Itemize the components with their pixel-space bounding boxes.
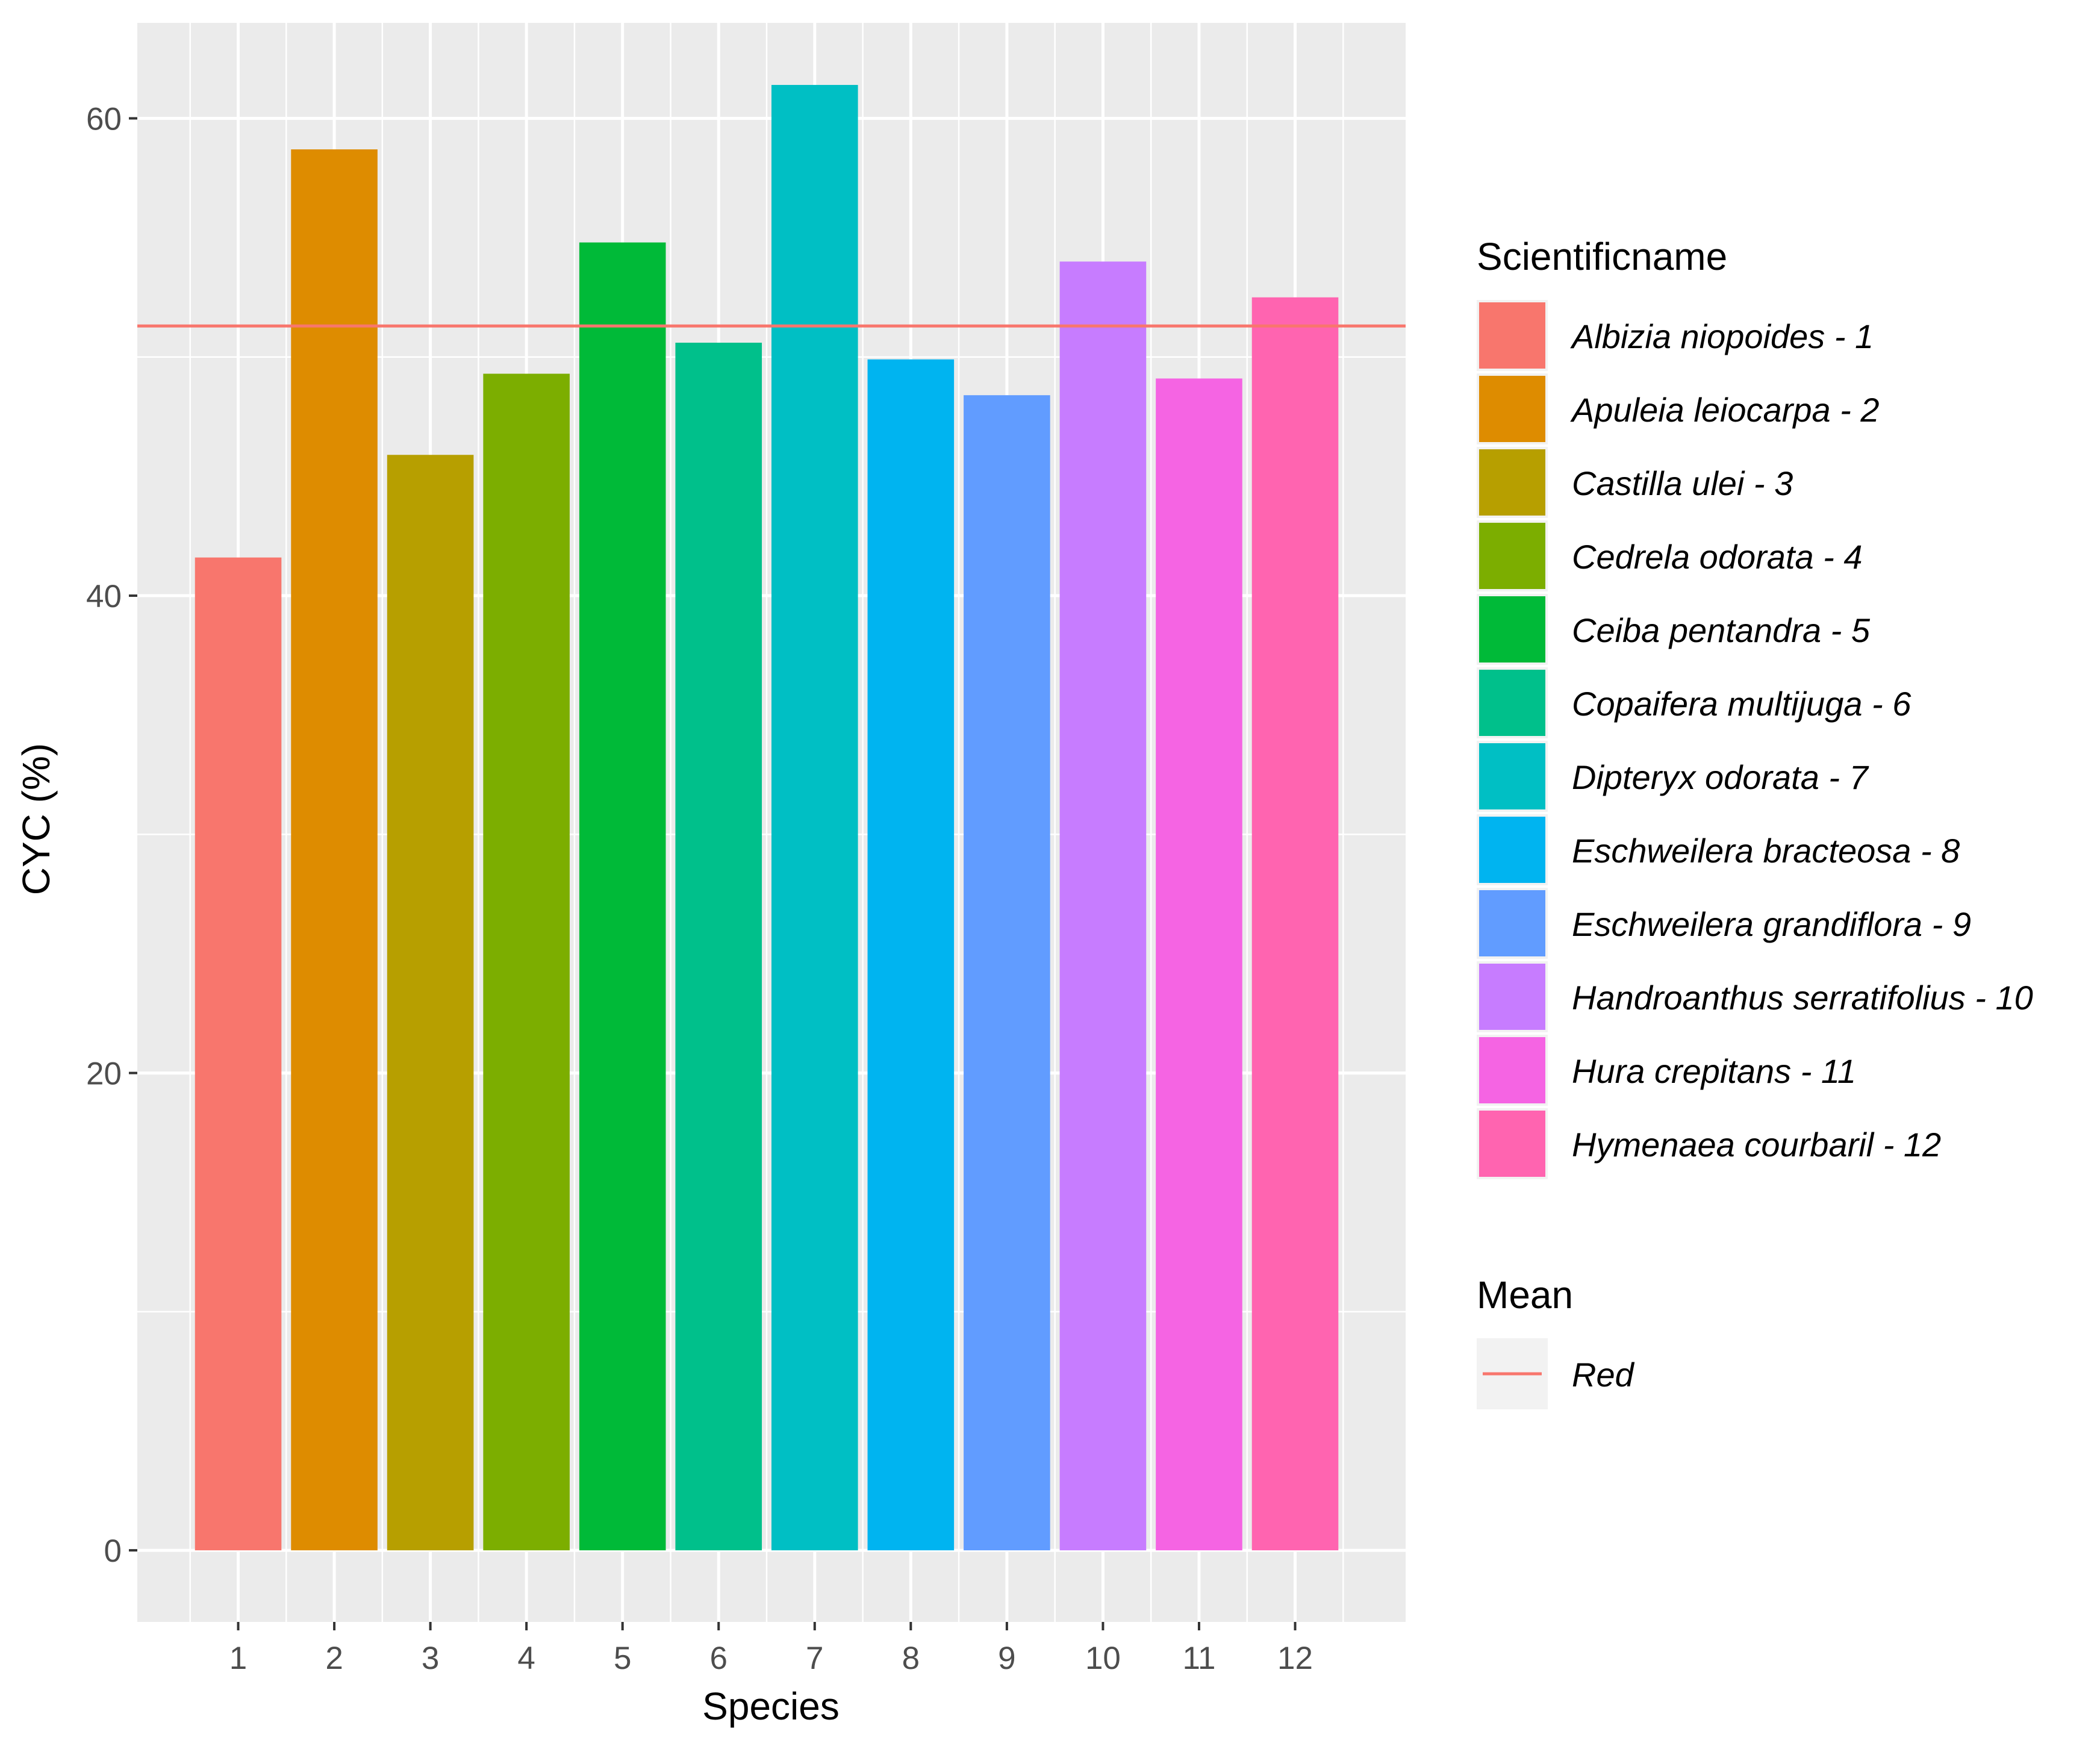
legend-swatch <box>1479 964 1545 1030</box>
legend-swatch <box>1479 302 1545 369</box>
legend-label: Eschweilera bracteosa - 8 <box>1572 832 1960 870</box>
legend-line-title: Mean <box>1477 1273 1573 1317</box>
x-tick-label: 10 <box>1085 1641 1121 1676</box>
x-tick-label: 1 <box>229 1641 247 1676</box>
legend-line-label: Red <box>1572 1356 1635 1394</box>
legend-label: Hura crepitans - 11 <box>1572 1052 1856 1090</box>
x-tick-label: 12 <box>1277 1641 1313 1676</box>
legend-label: Apuleia leiocarpa - 2 <box>1570 391 1880 429</box>
x-tick-label: 11 <box>1182 1641 1215 1676</box>
y-axis: 0 20 40 60 <box>86 102 137 1569</box>
bar-10 <box>1059 261 1147 1551</box>
bar-3 <box>387 455 474 1551</box>
y-axis-title: CYC (%) <box>14 743 58 895</box>
legend-label: Dipteryx odorata - 7 <box>1572 758 1869 796</box>
legend-label: Eschweilera grandiflora - 9 <box>1572 905 1971 943</box>
legend: Scientificname Albizia niopoides - 1 Apul… <box>1477 235 2033 1409</box>
legend-fill-title: Scientificname <box>1477 235 1727 278</box>
legend-label: Ceiba pentandra - 5 <box>1572 611 1871 649</box>
legend-swatch <box>1479 596 1545 662</box>
bar-1 <box>195 557 282 1551</box>
legend-label: Albizia niopoides - 1 <box>1570 317 1874 355</box>
bar-7 <box>771 85 858 1551</box>
legend-swatch <box>1479 523 1545 589</box>
legend-swatch <box>1479 1111 1545 1177</box>
legend-swatch <box>1479 743 1545 809</box>
x-tick-label: 4 <box>517 1641 535 1676</box>
x-tick-label: 8 <box>902 1641 920 1676</box>
legend-swatch <box>1479 1037 1545 1103</box>
x-tick-label: 7 <box>806 1641 823 1676</box>
bar-9 <box>964 395 1050 1551</box>
legend-swatch <box>1479 817 1545 883</box>
y-tick-label: 0 <box>104 1533 122 1569</box>
x-axis: 1 2 3 4 5 6 7 8 9 10 11 12 <box>229 1622 1313 1676</box>
x-tick-label: 2 <box>325 1641 343 1676</box>
legend-swatch <box>1479 670 1545 736</box>
legend-label: Copaifera multijuga - 6 <box>1572 685 1911 723</box>
y-tick-label: 60 <box>86 102 122 137</box>
x-tick-label: 6 <box>710 1641 728 1676</box>
legend-label: Hymenaea courbaril - 12 <box>1572 1126 1941 1164</box>
bar-4 <box>483 373 570 1551</box>
legend-swatch <box>1479 376 1545 442</box>
bar-11 <box>1156 378 1242 1551</box>
legend-swatch <box>1479 890 1545 956</box>
bar-5 <box>579 242 666 1551</box>
x-tick-label: 5 <box>614 1641 631 1676</box>
legend-label: Castilla ulei - 3 <box>1572 464 1793 502</box>
bar-2 <box>291 149 378 1551</box>
legend-label: Cedrela odorata - 4 <box>1572 538 1863 576</box>
bars <box>195 85 1339 1551</box>
legend-fill-entries: Albizia niopoides - 1 Apuleia leiocarpa -… <box>1477 300 2033 1179</box>
y-tick-label: 40 <box>86 579 122 614</box>
legend-label: Handroanthus serratifolius - 10 <box>1572 979 2033 1017</box>
bar-6 <box>675 343 762 1551</box>
bar-8 <box>867 359 955 1551</box>
x-axis-title: Species <box>702 1685 840 1728</box>
x-tick-label: 3 <box>422 1641 439 1676</box>
y-tick-label: 20 <box>86 1056 122 1092</box>
legend-swatch <box>1479 449 1545 516</box>
bar-12 <box>1251 297 1339 1551</box>
x-tick-label: 9 <box>998 1641 1015 1676</box>
